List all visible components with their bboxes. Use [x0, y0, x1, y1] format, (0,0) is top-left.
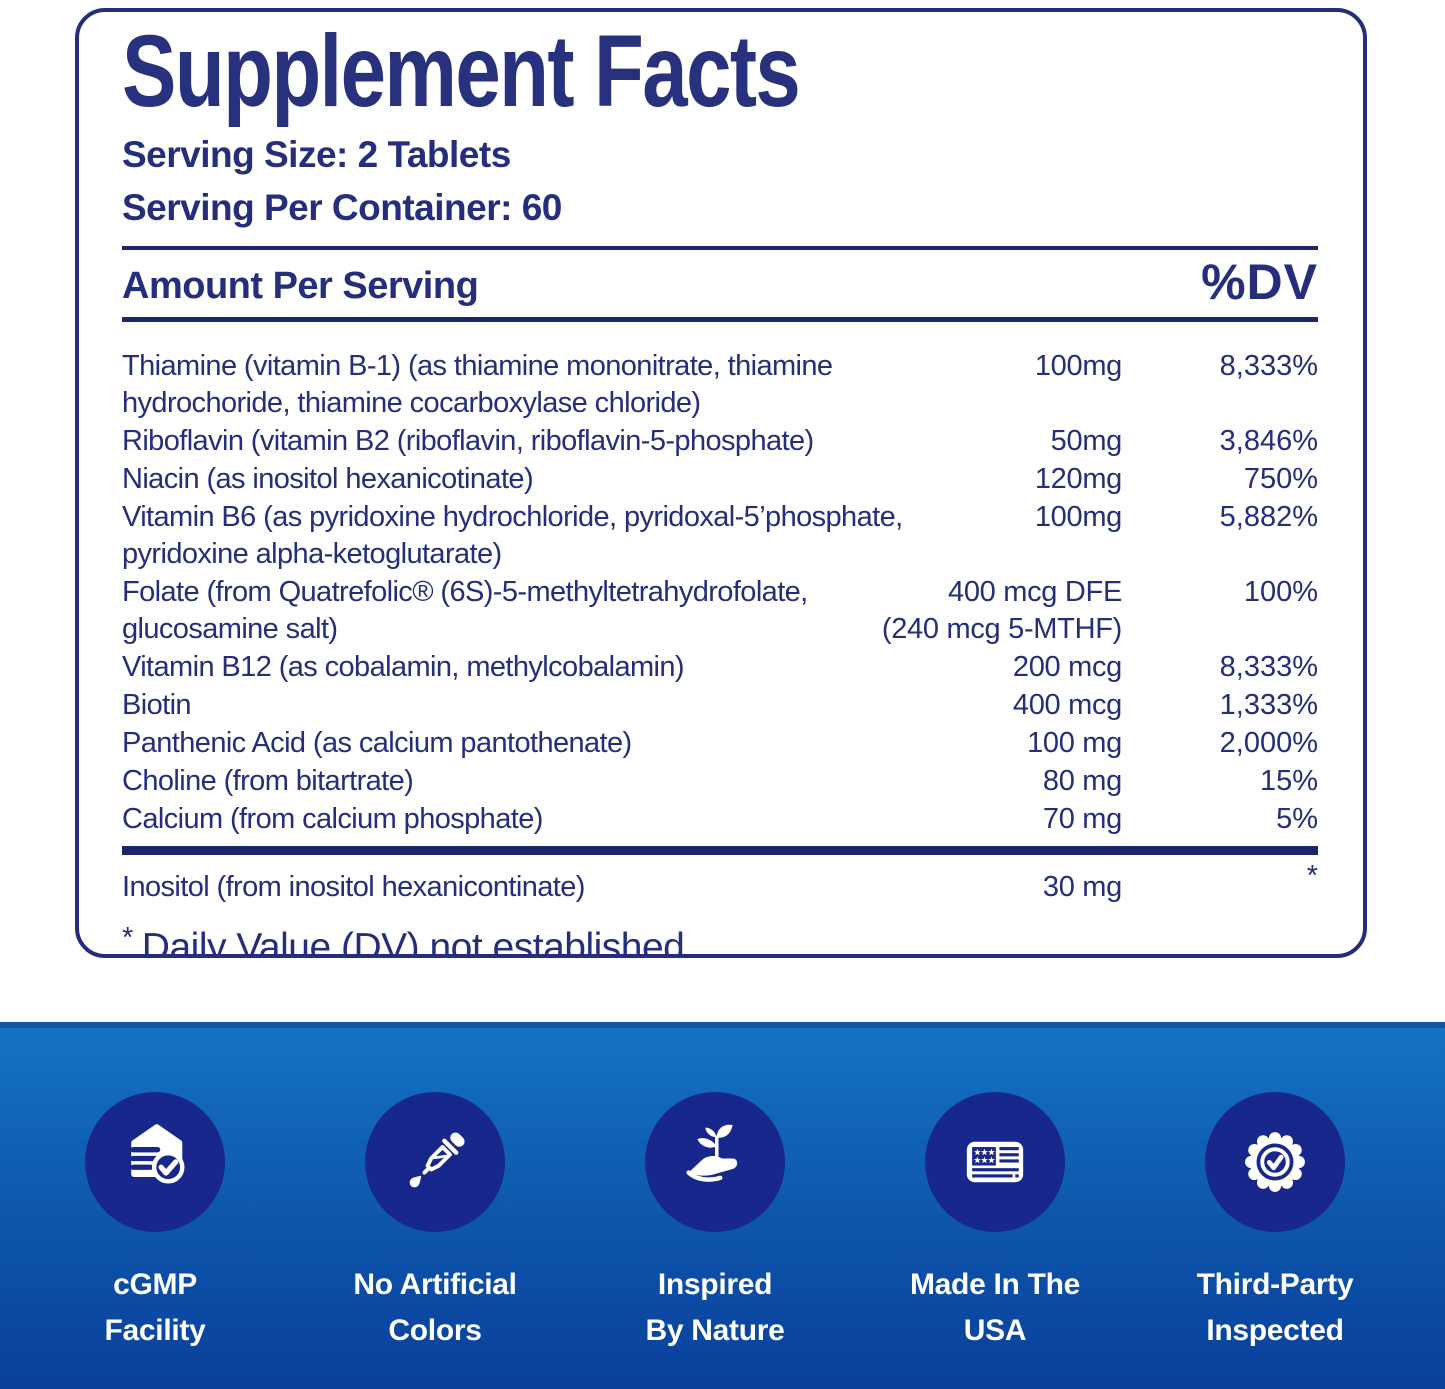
footnote-text: Daily Value (DV) not established [141, 925, 685, 958]
serving-size: Serving Size: 2 Tablets [122, 133, 511, 175]
facility-check-icon [130, 1124, 185, 1184]
badge-label: Inspired By Nature [645, 1268, 785, 1347]
nutrient-row: Vitamin B6 (as pyridoxine hydrochloride,… [122, 499, 1318, 573]
nutrient-amount: 100mg [1034, 500, 1122, 533]
nutrient-row: Panthenic Acid (as calcium pantothenate)… [122, 725, 1318, 762]
nutrient-amount: 400 mcg DFE (240 mcg 5-MTHF) [881, 575, 1122, 645]
nutrient-dv: 3,846% [1219, 424, 1318, 457]
table-header: Amount Per Serving %DV [122, 253, 1318, 310]
nutrient-row: Inositol (from inositol hexanicontinate)… [122, 860, 1318, 906]
badge-made-in-usa: Made In The USA [875, 1092, 1115, 1389]
dropper-icon [409, 1132, 465, 1188]
nutrient-row: Thiamine (vitamin B-1) (as thiamine mono… [122, 348, 1318, 422]
badge-label: Third-Party Inspected [1196, 1268, 1354, 1347]
nutrient-amount: 80 mg [1042, 764, 1122, 797]
nutrient-name: Niacin (as inositol hexanicotinate) [122, 462, 534, 495]
nutrient-amount: 30 mg [1042, 870, 1122, 903]
nutrient-name: Riboflavin (vitamin B2 (riboflavin, ribo… [122, 424, 814, 457]
nutrient-dv: 1,333% [1219, 688, 1318, 721]
nutrient-dv: 8,333% [1219, 349, 1318, 382]
divider [122, 245, 1318, 250]
badge-circle [365, 1092, 505, 1232]
nutrient-amount: 50mg [1050, 424, 1123, 457]
badge-cgmp-facility: cGMP Facility [35, 1092, 275, 1389]
nutrient-name: Choline (from bitartrate) [122, 764, 414, 797]
nutrient-row: Vitamin B12 (as cobalamin, methylcobalam… [122, 649, 1318, 686]
nutrient-name: Vitamin B6 (as pyridoxine hydrochloride,… [122, 500, 903, 570]
amount-per-serving-label: Amount Per Serving [122, 264, 479, 307]
percent-dv-label: %DV [1201, 253, 1318, 310]
nutrient-dv-asterisk: * [1306, 859, 1318, 892]
nutrient-row: Niacin (as inositol hexanicotinate) 120m… [122, 461, 1318, 498]
badge-label: No Artificial Colors [353, 1268, 517, 1347]
dv-footnote: * Daily Value (DV) not established [122, 922, 1318, 958]
badge-label: Made In The USA [909, 1268, 1081, 1347]
divider [122, 316, 1318, 322]
nutrient-amount: 400 mcg [1012, 688, 1122, 721]
seal-check-icon [1245, 1132, 1305, 1192]
footnote-asterisk: * [122, 921, 133, 954]
badge-circle [1205, 1092, 1345, 1232]
nutrient-name: Calcium (from calcium phosphate) [122, 802, 543, 835]
badge-inspired-by-nature: Inspired By Nature [595, 1092, 835, 1389]
nutrient-dv: 5,882% [1219, 500, 1318, 533]
badge-no-artificial-colors: No Artificial Colors [315, 1092, 555, 1389]
nutrient-row: Calcium (from calcium phosphate) 70 mg 5… [122, 801, 1318, 838]
nutrient-name: Inositol (from inositol hexanicontinate) [122, 870, 585, 903]
nutrient-amount: 120mg [1034, 462, 1122, 495]
nutrient-amount: 100 mg [1027, 726, 1122, 759]
nutrient-name: Thiamine (vitamin B-1) (as thiamine mono… [122, 349, 833, 419]
feature-banner: cGMP Facility No Artificial Colors [0, 1022, 1445, 1389]
thick-divider [122, 845, 1318, 855]
nutrient-name: Panthenic Acid (as calcium pantothenate) [122, 726, 632, 759]
nutrient-amount: 100mg [1034, 349, 1122, 382]
nutrient-dv: 100% [1243, 575, 1318, 608]
badge-label: cGMP Facility [104, 1268, 206, 1347]
supplement-facts-panel: Supplement Facts Serving Size: 2 Tablets… [75, 8, 1367, 958]
badge-circle [85, 1092, 225, 1232]
nutrient-table: Thiamine (vitamin B-1) (as thiamine mono… [122, 348, 1318, 838]
nutrient-dv: 8,333% [1219, 650, 1318, 683]
nutrient-name: Biotin [122, 688, 192, 721]
usa-flag-icon [966, 1141, 1024, 1183]
panel-title: Supplement Facts [122, 14, 801, 128]
nutrient-row: Folate (from Quatrefolic® (6S)-5-methylt… [122, 574, 1318, 648]
hand-plant-icon [686, 1124, 738, 1182]
nutrient-name: Folate (from Quatrefolic® (6S)-5-methylt… [122, 575, 808, 645]
nutrient-row: Biotin 400 mcg 1,333% [122, 687, 1318, 724]
nutrient-amount: 70 mg [1042, 802, 1122, 835]
nutrient-dv: 750% [1243, 462, 1318, 495]
nutrient-row: Riboflavin (vitamin B2 (riboflavin, ribo… [122, 423, 1318, 460]
nutrient-dv: 2,000% [1219, 726, 1318, 759]
nutrient-dv: 5% [1276, 802, 1318, 835]
nutrient-name: Vitamin B12 (as cobalamin, methylcobalam… [122, 650, 685, 683]
nutrient-amount: 200 mcg [1012, 650, 1122, 683]
badge-third-party-inspected: Third-Party Inspected [1155, 1092, 1395, 1389]
servings-per-container: Serving Per Container: 60 [122, 186, 562, 228]
nutrient-row: Choline (from bitartrate) 80 mg 15% [122, 763, 1318, 800]
badge-circle [925, 1092, 1065, 1232]
badge-circle [645, 1092, 785, 1232]
nutrient-dv: 15% [1259, 764, 1318, 797]
